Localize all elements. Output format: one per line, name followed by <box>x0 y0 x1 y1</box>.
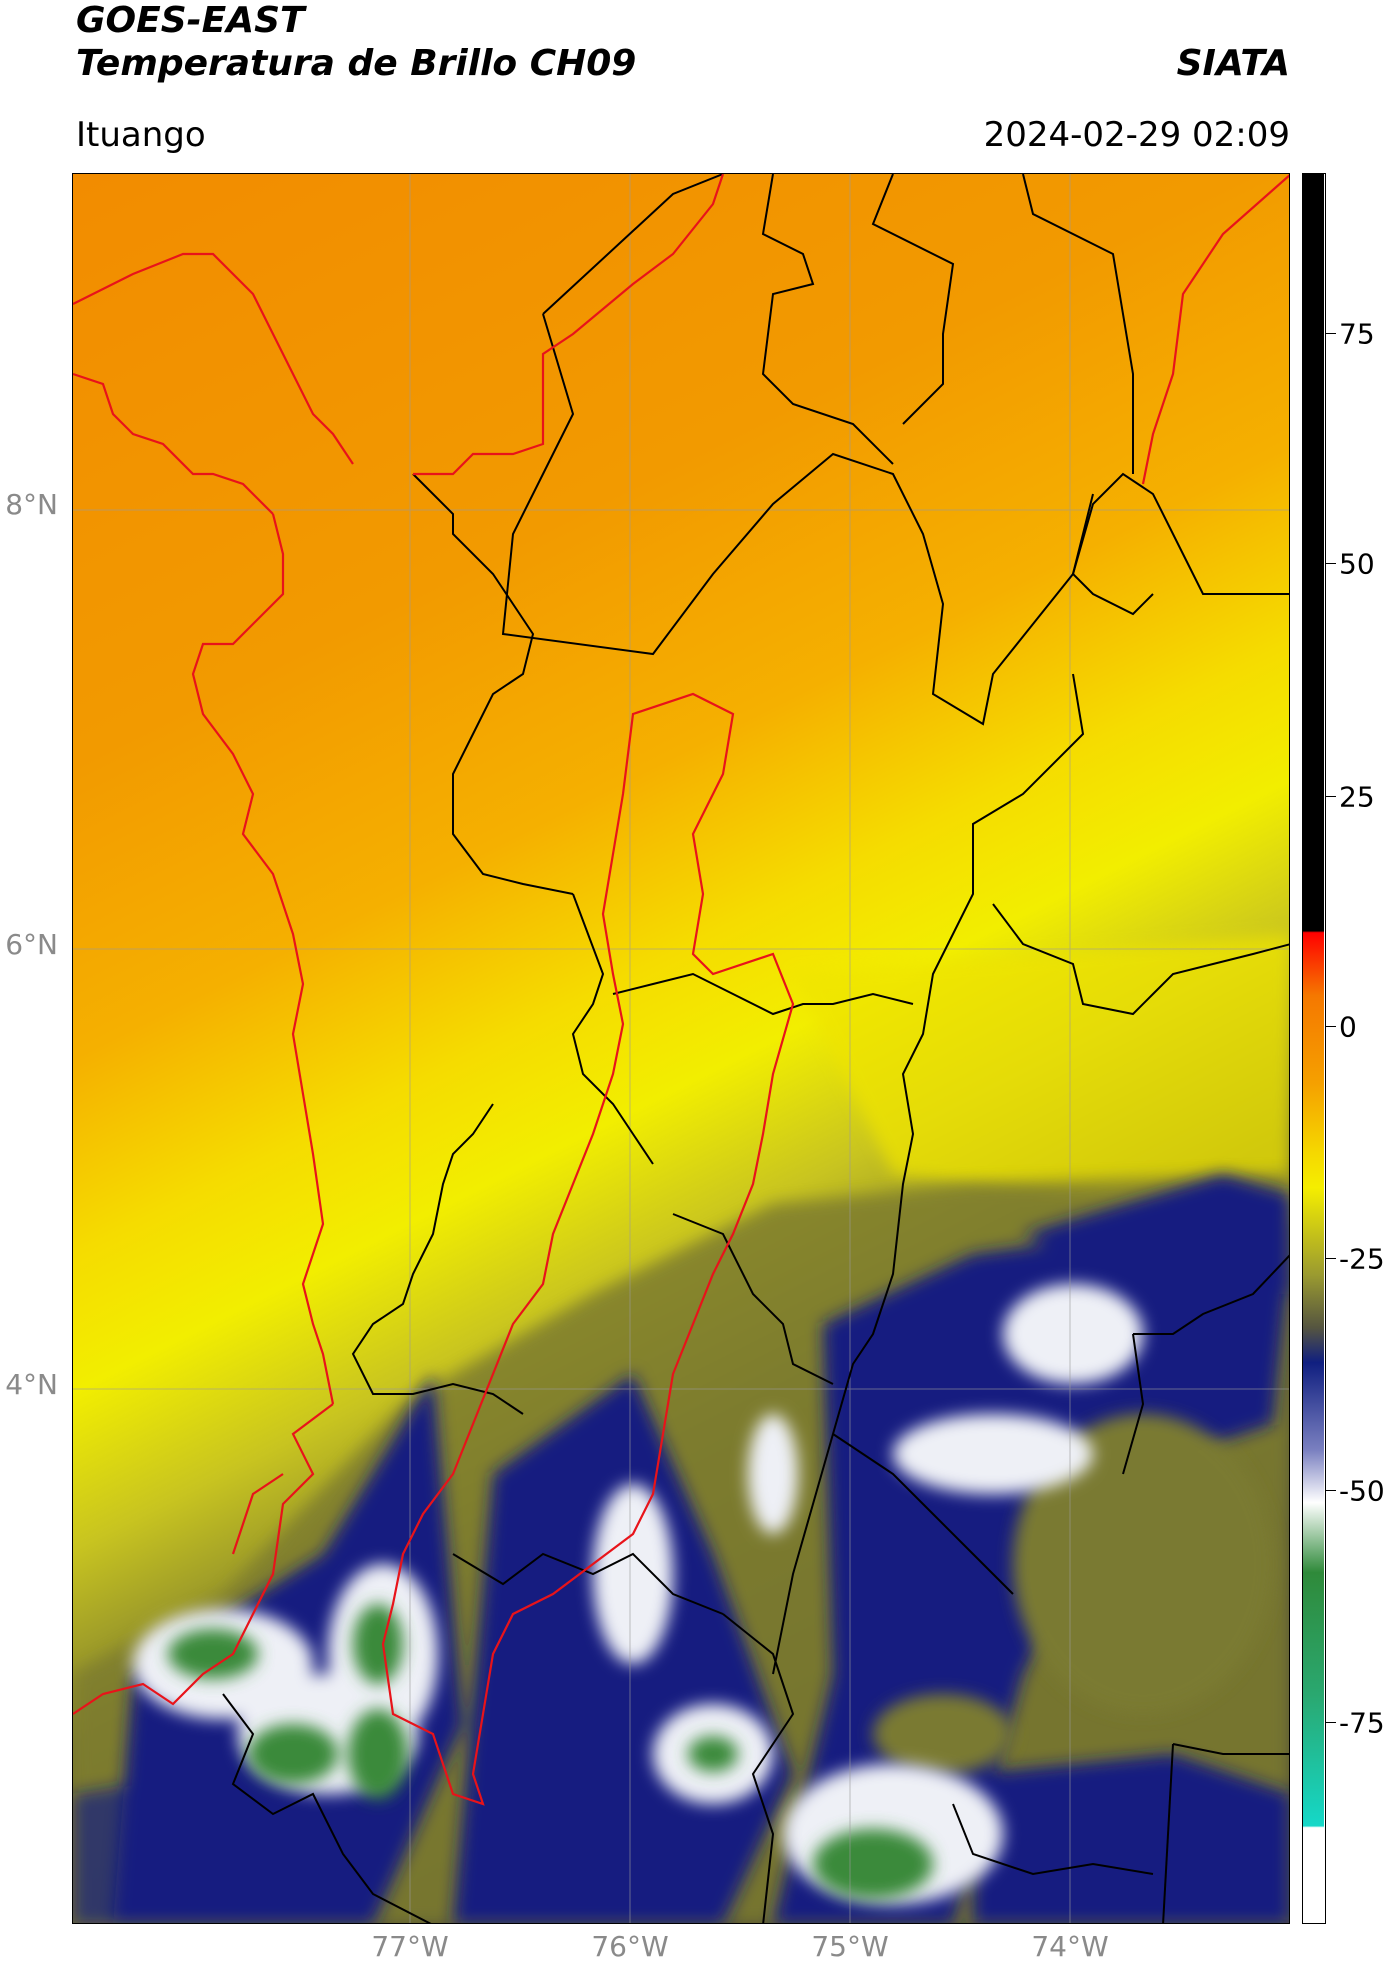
colorbar-tick <box>1326 796 1336 797</box>
map-gridlines <box>73 174 1289 1923</box>
colorbar-label-minus75: -75 <box>1339 1706 1384 1740</box>
temperature-colorbar <box>1302 173 1326 1924</box>
department-borders <box>222 174 1289 1923</box>
lon-label-75w: 75°W <box>811 1930 889 1963</box>
olive-pockets <box>873 1414 1273 1774</box>
brightness-temperature-map <box>72 173 1290 1924</box>
yellow-band <box>793 934 1289 1224</box>
lat-label-8n: 8°N <box>5 488 58 521</box>
colorbar-tick <box>1326 1026 1336 1027</box>
colorbar-tick <box>1326 563 1336 564</box>
lon-label-76w: 76°W <box>591 1930 669 1963</box>
colorbar-label-75: 75 <box>1339 317 1375 351</box>
location-label: Ituango <box>76 115 206 155</box>
colorbar-tick <box>1326 1722 1336 1723</box>
colorbar-tick <box>1326 1258 1336 1259</box>
map-canvas <box>73 174 1289 1923</box>
colorbar-label-50: 50 <box>1339 547 1375 581</box>
colorbar-label-minus25: -25 <box>1339 1242 1384 1276</box>
coastline-and-basin-outline <box>73 174 1289 1806</box>
lat-label-6n: 6°N <box>5 928 58 961</box>
colorbar-label-0: 0 <box>1339 1010 1357 1044</box>
lat-label-4n: 4°N <box>5 1368 58 1401</box>
lon-label-74w: 74°W <box>1031 1930 1109 1963</box>
colorbar-tick <box>1326 333 1336 334</box>
timestamp-label: 2024-02-29 02:09 <box>983 115 1290 155</box>
brand-label: SIATA <box>1176 43 1290 84</box>
colorbar-gradient <box>1303 174 1324 1922</box>
coldest-tops-green <box>168 1604 933 1899</box>
title-line-2: Temperatura de Brillo CH09 <box>76 43 637 84</box>
lon-label-77w: 77°W <box>371 1930 449 1963</box>
title-line-1: GOES-EAST <box>76 0 305 41</box>
colorbar-label-25: 25 <box>1339 780 1375 814</box>
colorbar-tick <box>1326 1490 1336 1491</box>
colorbar-label-minus50: -50 <box>1339 1474 1384 1508</box>
